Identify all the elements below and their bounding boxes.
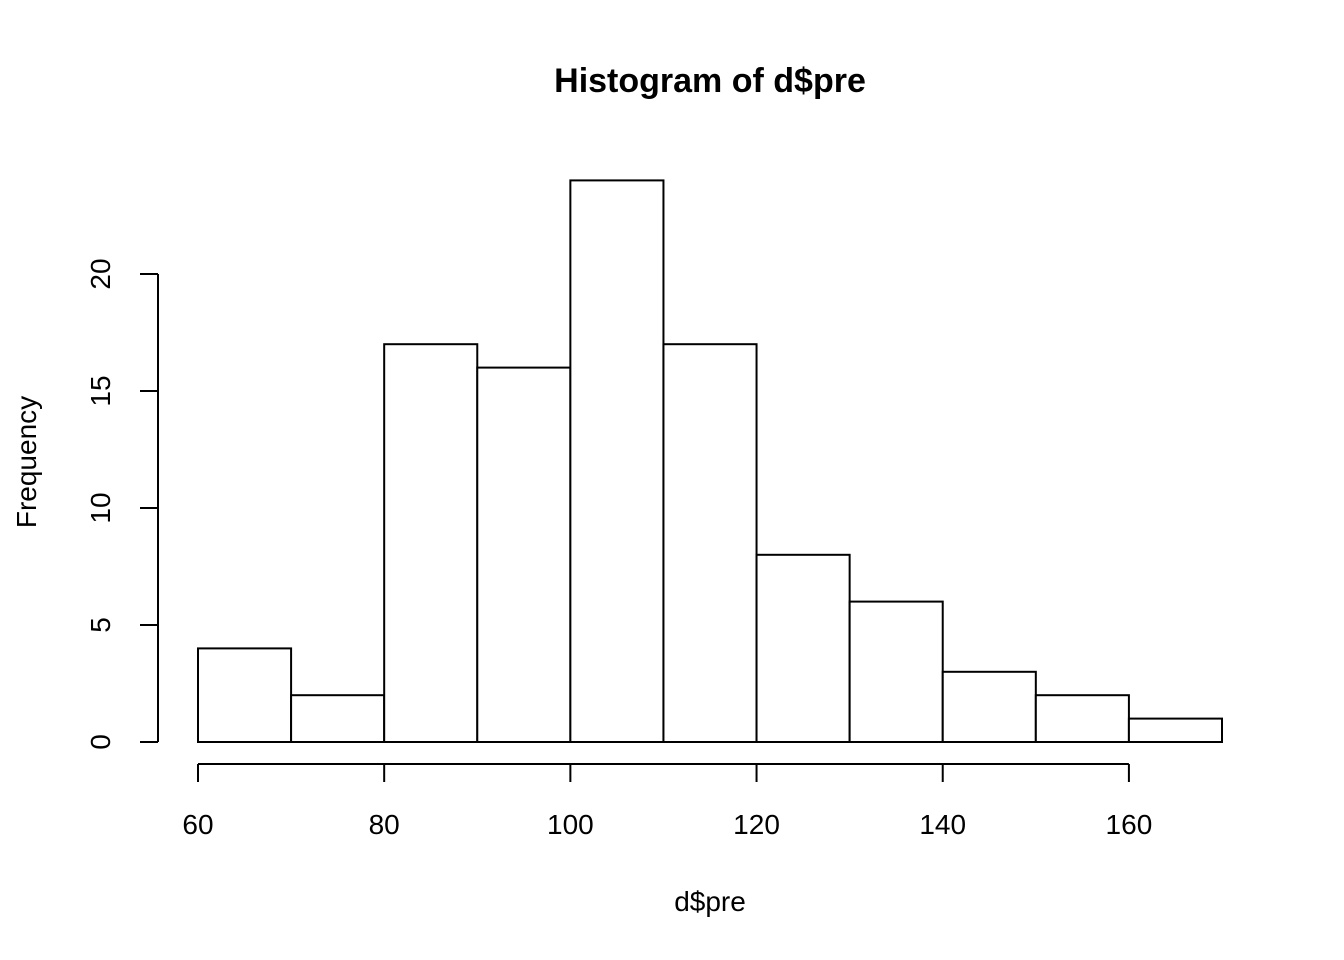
chart-title: Histogram of d$pre <box>554 62 866 100</box>
x-tick-label: 100 <box>547 809 594 840</box>
bars-group <box>197 179 1223 744</box>
x-tick-label: 80 <box>369 809 400 840</box>
y-axis: 0 5 10 15 20 <box>85 258 159 750</box>
x-tick-label: 140 <box>919 809 966 840</box>
histogram-bar <box>197 647 293 744</box>
x-axis: 60 80 100 120 140 160 <box>182 763 1153 840</box>
y-axis-title: Frequency <box>11 396 42 528</box>
x-tick-label: 160 <box>1106 809 1153 840</box>
y-tick-label: 20 <box>85 258 116 289</box>
x-axis-title: d$pre <box>674 886 746 917</box>
histogram-bar <box>1034 694 1130 744</box>
x-tick-label: 120 <box>733 809 780 840</box>
y-tick-label: 0 <box>85 734 116 750</box>
y-tick-label: 15 <box>85 375 116 406</box>
histogram-bar <box>755 553 851 743</box>
histogram-bar <box>569 179 665 743</box>
y-tick-label: 10 <box>85 492 116 523</box>
histogram-bar <box>1127 717 1223 743</box>
histogram-bar <box>290 694 386 744</box>
x-tick-label: 60 <box>182 809 213 840</box>
histogram-bar <box>941 670 1037 743</box>
y-tick-label: 5 <box>85 617 116 633</box>
histogram-bar <box>662 343 758 743</box>
histogram-bar <box>476 366 572 743</box>
histogram-bar <box>848 600 944 743</box>
histogram-bar <box>383 343 479 743</box>
